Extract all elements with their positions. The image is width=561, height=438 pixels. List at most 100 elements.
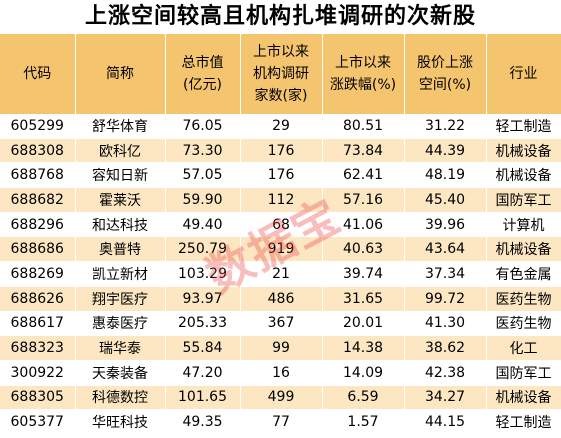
table-cell: 科德数控 xyxy=(75,385,166,411)
col-header-industry: 行业 xyxy=(486,34,561,114)
table-row: 688768 容知日新 57.05 176 62.41 48.19 机械设备 xyxy=(0,162,561,189)
table-cell: 16 xyxy=(240,360,323,386)
table-cell: 176 xyxy=(240,162,323,189)
col-header-market-cap: 总市值 (亿元) xyxy=(165,34,241,114)
table-cell: 112 xyxy=(240,187,323,213)
table-cell: 59.90 xyxy=(165,187,241,213)
table-cell: 99 xyxy=(240,335,323,361)
table-cell: 天秦装备 xyxy=(75,360,166,386)
table-cell: 76.05 xyxy=(165,114,241,139)
table-cell: 1.57 xyxy=(322,409,405,435)
table-cell: 688626 xyxy=(0,286,76,312)
table-cell: 奥普特 xyxy=(75,236,166,263)
table-cell: 688296 xyxy=(0,212,76,238)
table-cell: 49.35 xyxy=(165,409,241,435)
table-cell: 48.19 xyxy=(404,162,487,189)
table-cell: 103.29 xyxy=(165,261,241,287)
table-cell: 93.97 xyxy=(165,286,241,312)
table-cell: 62.41 xyxy=(322,162,405,189)
table-cell: 国防军工 xyxy=(486,187,561,213)
table-cell: 计算机 xyxy=(486,212,561,238)
table-cell: 舒华体育 xyxy=(75,114,166,139)
table-cell: 80.51 xyxy=(322,114,405,139)
table-cell: 轻工制造 xyxy=(486,114,561,139)
col-header-institution-visits: 上市以来 机构调研 家数(家) xyxy=(240,34,323,114)
table-cell: 68 xyxy=(240,212,323,238)
table-cell: 机械设备 xyxy=(486,236,561,263)
table-cell: 40.63 xyxy=(322,236,405,263)
table-cell: 惠泰医疗 xyxy=(75,311,166,337)
table-cell: 77 xyxy=(240,409,323,435)
table-cell: 欧科亿 xyxy=(75,138,166,164)
table-cell: 688308 xyxy=(0,138,76,164)
table-cell: 73.84 xyxy=(322,138,405,164)
table-row: 688305 科德数控 101.65 499 6.59 34.27 机械设备 xyxy=(0,385,561,411)
table-cell: 688686 xyxy=(0,236,76,263)
table-cell: 688682 xyxy=(0,187,76,213)
table-row: 300922 天秦装备 47.20 16 14.09 42.38 国防军工 xyxy=(0,360,561,386)
col-header-name: 简称 xyxy=(75,34,166,114)
table-cell: 31.22 xyxy=(404,114,487,139)
table-cell: 霍莱沃 xyxy=(75,187,166,213)
table-cell: 73.30 xyxy=(165,138,241,164)
col-header-code: 代码 xyxy=(0,34,76,114)
table-cell: 205.33 xyxy=(165,311,241,337)
table-cell: 688617 xyxy=(0,311,76,337)
table-cell: 国防军工 xyxy=(486,360,561,386)
table-cell: 41.30 xyxy=(404,311,487,337)
page-title: 上涨空间较高且机构扎堆调研的次新股 xyxy=(84,4,476,29)
table-cell: 499 xyxy=(240,385,323,411)
table-body: 605299 舒华体育 76.05 29 80.51 31.22 轻工制造 688308 欧科亿… xyxy=(0,114,561,435)
table-cell: 47.20 xyxy=(165,360,241,386)
table-cell: 39.96 xyxy=(404,212,487,238)
table-cell: 有色金属 xyxy=(486,261,561,287)
table-cell: 486 xyxy=(240,286,323,312)
table-cell: 43.64 xyxy=(404,236,487,263)
table-cell: 300922 xyxy=(0,360,76,386)
table-cell: 688768 xyxy=(0,162,76,189)
table-cell: 医药生物 xyxy=(486,311,561,337)
table-row: 688682 霍莱沃 59.90 112 57.16 45.40 国防军工 xyxy=(0,187,561,213)
table-cell: 化工 xyxy=(486,335,561,361)
table-cell: 轻工制造 xyxy=(486,409,561,435)
table-cell: 翔宇医疗 xyxy=(75,286,166,312)
table-cell: 医药生物 xyxy=(486,286,561,312)
table-cell: 机械设备 xyxy=(486,138,561,164)
table-cell: 和达科技 xyxy=(75,212,166,238)
table-row: 605299 舒华体育 76.05 29 80.51 31.22 轻工制造 xyxy=(0,114,561,139)
table-cell: 机械设备 xyxy=(486,162,561,189)
table-cell: 176 xyxy=(240,138,323,164)
table-cell: 41.06 xyxy=(322,212,405,238)
col-header-upside: 股价上涨 空间(%) xyxy=(404,34,487,114)
table-cell: 6.59 xyxy=(322,385,405,411)
table-cell: 机械设备 xyxy=(486,385,561,411)
table-cell: 605299 xyxy=(0,114,76,139)
table-cell: 21 xyxy=(240,261,323,287)
table-row: 688323 瑞华泰 55.84 99 14.38 38.62 化工 xyxy=(0,335,561,361)
table-cell: 29 xyxy=(240,114,323,139)
table-cell: 688305 xyxy=(0,385,76,411)
table-row: 688617 惠泰医疗 205.33 367 20.01 41.30 医药生物 xyxy=(0,311,561,337)
table-cell: 57.16 xyxy=(322,187,405,213)
table-cell: 45.40 xyxy=(404,187,487,213)
table-row: 605377 华旺科技 49.35 77 1.57 44.15 轻工制造 xyxy=(0,409,561,435)
table-cell: 49.40 xyxy=(165,212,241,238)
table-cell: 瑞华泰 xyxy=(75,335,166,361)
table-header: 代码 简称 总市值 (亿元) 上市以来 机构调研 家数(家) 上市以来 涨跌幅(%) 股价上涨 空间… xyxy=(0,34,561,114)
table-cell: 44.39 xyxy=(404,138,487,164)
table-cell: 20.01 xyxy=(322,311,405,337)
table-cell: 38.62 xyxy=(404,335,487,361)
table-row: 688626 翔宇医疗 93.97 486 31.65 99.72 医药生物 xyxy=(0,286,561,312)
col-header-change: 上市以来 涨跌幅(%) xyxy=(322,34,405,114)
table-row: 688296 和达科技 49.40 68 41.06 39.96 计算机 xyxy=(0,212,561,238)
table-cell: 919 xyxy=(240,236,323,263)
table-cell: 14.09 xyxy=(322,360,405,386)
table-cell: 容知日新 xyxy=(75,162,166,189)
table-row: 688308 欧科亿 73.30 176 73.84 44.39 机械设备 xyxy=(0,138,561,164)
table-row: 688686 奥普特 250.79 919 40.63 43.64 机械设备 xyxy=(0,236,561,263)
table-cell: 34.27 xyxy=(404,385,487,411)
table-cell: 99.72 xyxy=(404,286,487,312)
table-cell: 101.65 xyxy=(165,385,241,411)
table-cell: 37.34 xyxy=(404,261,487,287)
table-cell: 688323 xyxy=(0,335,76,361)
